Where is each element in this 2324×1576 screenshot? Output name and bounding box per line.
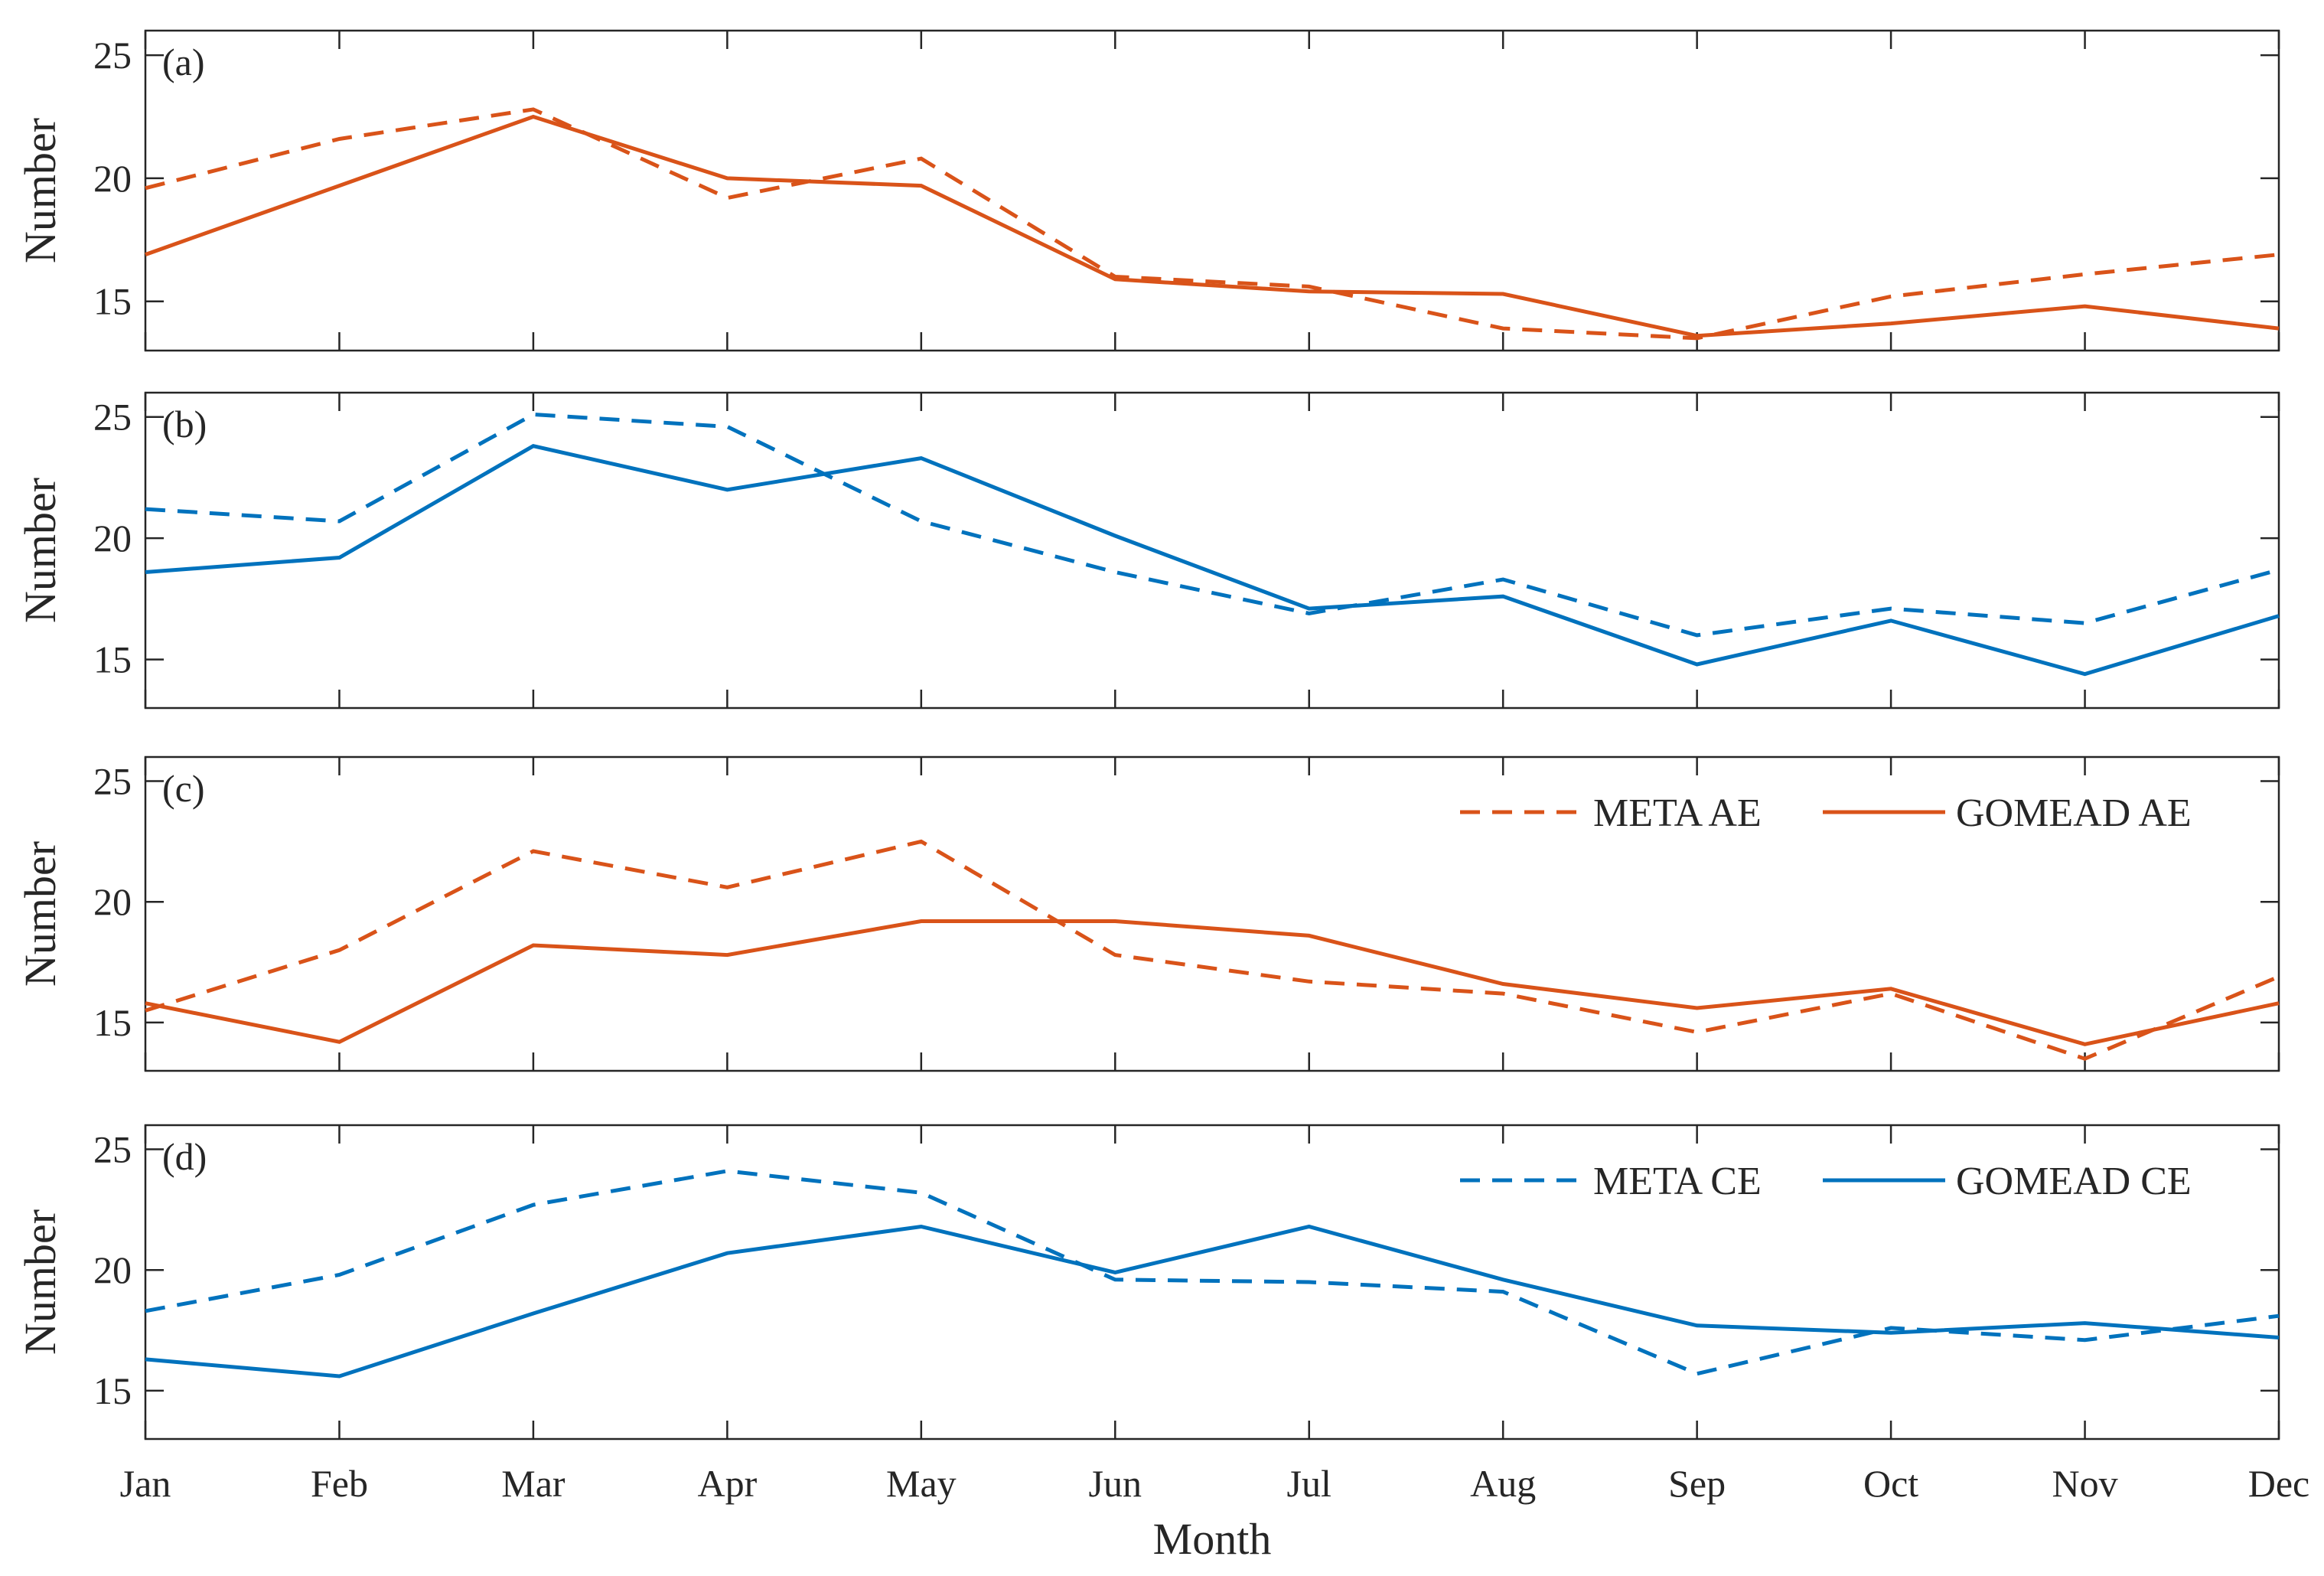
y-tick-label: 25 [93,34,132,77]
x-tick-label: Jul [1287,1462,1331,1505]
series-line-gomead-ae [145,919,2280,1046]
x-tick-label: Feb [311,1462,368,1505]
series-line-meta-ce [145,412,2280,638]
panel-c: 15 20 25 Number (c) META AE GOMEAD AE [15,755,2280,1072]
y-tick-label: 15 [93,280,132,323]
y-tick-label: 25 [93,760,132,803]
y-axis-title: Number [15,118,65,263]
legend: META AE GOMEAD AE [1460,791,2192,835]
panel-a: 15 20 25 Number (a) [15,29,2280,352]
y-tick-label: 15 [93,1001,132,1044]
series-line-meta-ae [145,839,2280,1061]
y-axis-title: Number [15,478,65,623]
y-tick-label: 20 [93,1248,132,1291]
x-tick-label: Dec [2248,1462,2310,1505]
y-tick-label: 25 [93,1128,132,1171]
legend-label: META AE [1593,791,1762,835]
panel-label: (c) [162,767,205,810]
axes-frame [144,29,2280,352]
x-tick-label: May [886,1462,957,1505]
y-tick-label: 20 [93,517,132,560]
series-line-gomead-ce [145,1224,2280,1379]
y-tick-label: 25 [93,396,132,439]
y-axis-title: Number [15,1209,65,1355]
x-tick-label: Sep [1668,1462,1726,1505]
x-tick-label: Aug [1470,1462,1536,1505]
series-line-gomead-ae [145,114,2280,338]
panel-label: (d) [162,1135,207,1178]
y-tick-label: 20 [93,880,132,923]
legend: META CE GOMEAD CE [1460,1160,2192,1203]
x-axis-title: Month [1153,1514,1272,1564]
y-tick-label: 20 [93,157,132,200]
legend-label: GOMEAD AE [1956,791,2192,835]
axes-frame [144,1124,2280,1441]
x-tick-label: Apr [697,1462,757,1505]
panel-label: (b) [162,403,207,445]
panel-b: 15 20 25 Number (b) [15,391,2280,710]
panel-d: 15 20 25 Jan Feb Mar Apr May Jun Jul Aug Sep Oct Nov D… [15,1124,2310,1505]
axes-frame [144,391,2280,710]
y-tick-label: 15 [93,1369,132,1412]
x-tick-label: Jun [1089,1462,1142,1505]
x-tick-label: Jan [120,1462,171,1505]
legend-label: META CE [1593,1160,1762,1203]
series-line-meta-ae [145,107,2280,341]
legend-label: GOMEAD CE [1956,1160,2192,1203]
y-tick-label: 15 [93,638,132,681]
x-tick-label: Oct [1863,1462,1918,1505]
y-axis-title: Number [15,841,65,987]
series-line-gomead-ce [145,444,2280,677]
axes-frame [144,755,2280,1072]
x-tick-label: Mar [501,1462,566,1505]
panel-label: (a) [162,41,205,83]
x-tick-label: Nov [2052,1462,2117,1505]
